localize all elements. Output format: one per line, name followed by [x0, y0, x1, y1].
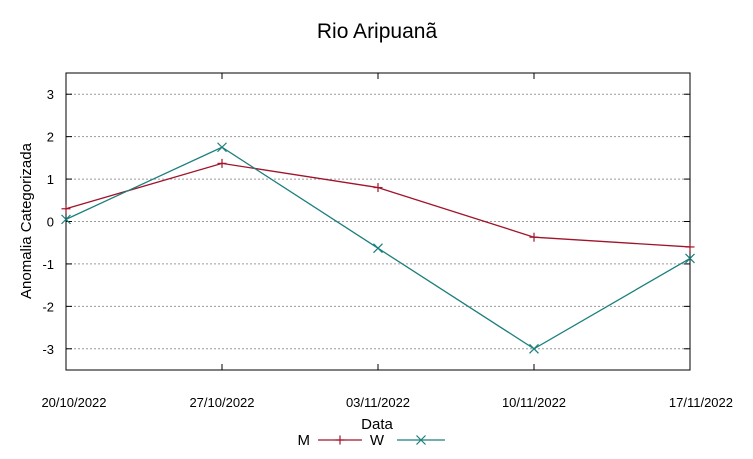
y-tick-label: 2	[47, 130, 54, 145]
cross-marker	[529, 343, 539, 354]
x-tick-label: 27/10/2022	[189, 395, 254, 410]
y-tick-label: -2	[42, 299, 54, 314]
legend-label-2: W	[370, 432, 385, 449]
x-tick-label: 10/11/2022	[502, 395, 566, 410]
x-axis-ticks: 20/10/2022 27/10/2022 03/11/2022 10/11/2022…	[41, 73, 733, 410]
series-points-1	[61, 158, 695, 252]
cross-marker	[217, 142, 227, 153]
x-tick-label: 17/11/2022	[669, 395, 733, 410]
y-tick-label: -3	[42, 342, 54, 357]
x-tick-label: 20/10/2022	[41, 395, 106, 410]
cross-marker	[373, 243, 383, 254]
y-tick-label: 0	[47, 215, 54, 230]
y-axis-ticks: -3 -2 -1 0 1 2 3	[42, 87, 690, 357]
x-axis-label: Data	[361, 416, 393, 433]
cross-marker	[685, 253, 695, 264]
series-points-2	[61, 142, 695, 354]
cross-marker	[61, 214, 71, 225]
cross-marker	[416, 435, 426, 445]
y-tick-label: 1	[47, 172, 54, 187]
y-tick-label: -1	[42, 257, 54, 272]
y-axis-label: Anomalia Categorizada	[18, 142, 35, 299]
y-tick-label: 3	[47, 87, 54, 102]
grid-lines	[66, 93, 690, 350]
chart-title: Rio Aripuanã	[317, 20, 438, 43]
legend-label-1: M	[298, 432, 311, 449]
series-group	[61, 142, 695, 354]
x-tick-label: 03/11/2022	[346, 395, 410, 410]
